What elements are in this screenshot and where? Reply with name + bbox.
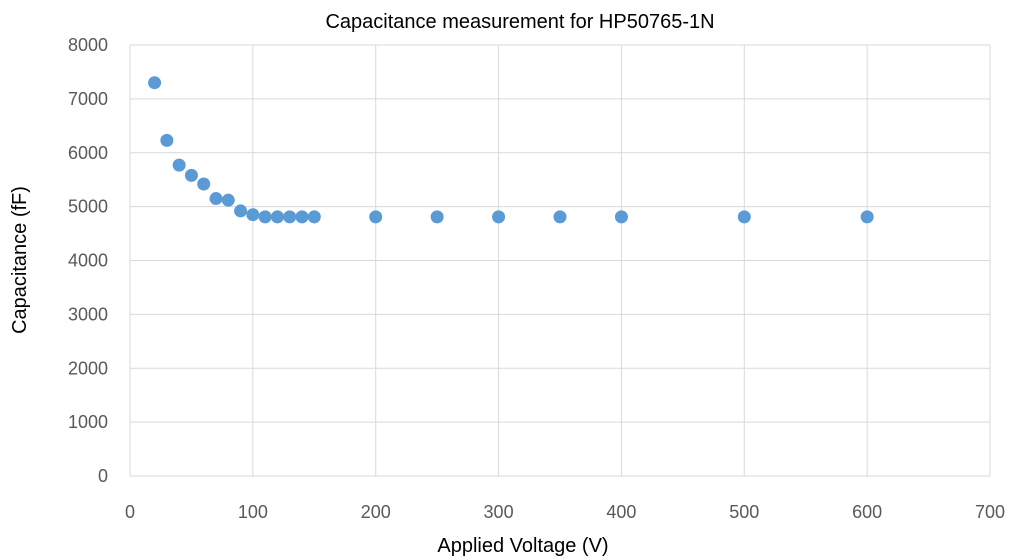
data-point bbox=[295, 210, 309, 224]
y-tick-label: 5000 bbox=[68, 197, 108, 217]
x-tick-label: 0 bbox=[125, 502, 135, 522]
x-tick-label: 500 bbox=[729, 502, 759, 522]
y-axis-label: Capacitance (fF) bbox=[9, 186, 31, 334]
y-tick-label: 4000 bbox=[68, 251, 108, 271]
data-point bbox=[307, 210, 321, 224]
data-point bbox=[553, 210, 567, 224]
data-point bbox=[492, 210, 506, 224]
y-tick-label: 1000 bbox=[68, 412, 108, 432]
x-tick-label: 600 bbox=[852, 502, 882, 522]
data-point bbox=[737, 210, 751, 224]
data-point bbox=[234, 204, 248, 218]
x-axis: 0 100 200 300 400 500 600 700 bbox=[125, 502, 1005, 522]
data-point bbox=[369, 210, 383, 224]
x-tick-label: 200 bbox=[361, 502, 391, 522]
data-point bbox=[614, 210, 628, 224]
x-tick-label: 100 bbox=[238, 502, 268, 522]
y-tick-label: 3000 bbox=[68, 304, 108, 324]
data-point bbox=[246, 208, 260, 222]
data-points bbox=[148, 76, 874, 224]
data-point bbox=[430, 210, 444, 224]
y-tick-label: 8000 bbox=[68, 35, 108, 55]
data-point bbox=[209, 192, 223, 206]
plot-area bbox=[129, 44, 991, 477]
chart-title: Capacitance measurement for HP50765-1N bbox=[325, 11, 714, 33]
y-tick-label: 0 bbox=[98, 466, 108, 486]
data-point bbox=[270, 210, 284, 224]
data-point bbox=[197, 177, 211, 191]
data-point bbox=[148, 76, 162, 90]
y-tick-label: 7000 bbox=[68, 89, 108, 109]
y-tick-label: 2000 bbox=[68, 358, 108, 378]
data-point bbox=[160, 133, 174, 147]
data-point bbox=[283, 210, 297, 224]
x-tick-label: 300 bbox=[484, 502, 514, 522]
x-axis-label: Applied Voltage (V) bbox=[437, 535, 608, 557]
data-point bbox=[221, 193, 235, 207]
gridlines bbox=[129, 44, 991, 477]
x-tick-label: 400 bbox=[606, 502, 636, 522]
y-tick-label: 6000 bbox=[68, 143, 108, 163]
data-point bbox=[172, 158, 186, 172]
data-point bbox=[258, 210, 272, 224]
data-point bbox=[860, 210, 874, 224]
x-tick-label: 700 bbox=[975, 502, 1005, 522]
data-point bbox=[184, 168, 198, 182]
y-axis: 0 1000 2000 3000 4000 5000 6000 7000 8000 bbox=[68, 35, 108, 486]
